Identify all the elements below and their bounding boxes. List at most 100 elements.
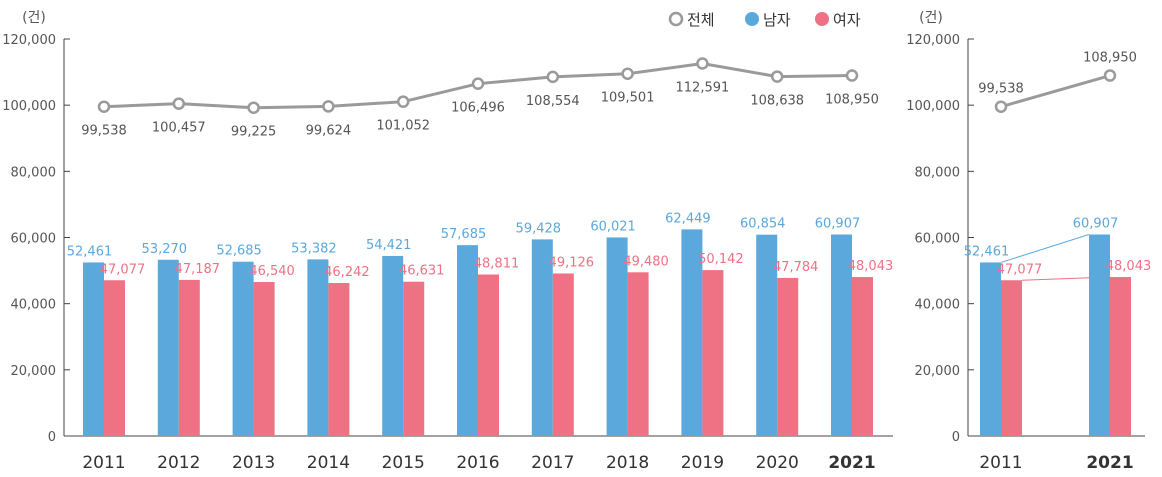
total-point [97,100,111,113]
total-point [1103,69,1117,82]
male-bar [83,262,104,436]
female-value-label: 46,242 [324,265,370,280]
y-tick-label: 100,000 [906,99,960,114]
female-bar [403,281,425,436]
x-category-label: 2012 [157,453,200,473]
total-value-label: 108,950 [1083,51,1137,66]
female-value-label: 50,142 [698,252,744,267]
total-value-label: 108,554 [526,94,580,109]
main-chart: (건) 0 20,000 40,000 60,000 80,000 100,000 120,0… [2,10,893,473]
female-bar [1001,280,1022,436]
male-value-label: 52,461 [964,244,1010,259]
male-value-label: 52,461 [67,244,113,259]
female-bar [104,280,125,436]
total-value-label: 100,457 [152,121,206,136]
total-point [471,77,485,90]
legend-total-icon [668,11,684,27]
total-point [696,57,709,70]
female-value-label: 49,480 [623,254,669,269]
male-value-label: 60,021 [590,219,636,234]
y-tick-label: 100,000 [2,99,56,114]
male-value-label: 53,382 [291,241,337,256]
x-category-label: 2015 [382,453,425,473]
unit-label: (건) [919,10,943,26]
y-tick-label: 40,000 [11,298,57,313]
female-bar [777,277,799,436]
x-category-label: 2020 [756,453,799,473]
female-value-label: 47,077 [997,262,1043,277]
total-value-label: 99,538 [978,82,1024,97]
unit-label: (건) [22,10,46,26]
y-tick-label: 60,000 [915,232,961,247]
x-category-label: 2014 [307,453,350,473]
male-bar [980,262,1001,436]
x-category-label: 2016 [456,453,499,473]
y-tick-label: 20,000 [11,364,57,379]
female-value-label: 49,126 [549,255,595,270]
male-bar [382,255,404,436]
legend-male-label: 남자 [763,11,791,29]
total-value-label: 109,501 [601,91,655,106]
male-value-label: 60,907 [1073,216,1119,231]
male-bar [1089,234,1110,436]
female-bar [328,283,350,436]
total-point [247,101,260,114]
total-value-label: 99,624 [306,123,352,138]
total-value-label: 108,638 [750,94,804,109]
female-value-label: 48,043 [1106,259,1152,274]
legend-total-label: 전체 [687,11,715,29]
x-category-label: 2011 [82,453,125,473]
legend-male-icon [745,12,759,26]
male-bar [531,239,553,436]
male-bar [457,245,478,436]
total-value-label: 108,950 [825,93,879,108]
male-bar [307,259,329,436]
x-category-label: 2013 [232,453,275,473]
male-value-label: 52,685 [216,244,262,259]
female-bar [178,279,200,436]
y-tick-label: 80,000 [11,165,57,180]
total-point [621,67,634,80]
female-value-label: 48,811 [474,257,520,272]
y-tick-label: 120,000 [2,33,56,48]
comparison-chart: (건) 0 20,000 40,000 60,000 80,000 100,000 120,0… [906,10,1151,473]
total-line [1000,74,1111,109]
male-value-label: 59,428 [516,221,562,236]
x-category-label: 2017 [531,453,574,473]
y-tick-label: 20,000 [915,364,961,379]
female-value-label: 48,043 [848,259,894,274]
male-value-label: 53,270 [142,242,188,257]
female-bar [702,270,724,436]
total-value-label: 106,496 [451,101,505,116]
male-connector-line [1000,234,1090,263]
female-bar [552,273,574,436]
male-value-label: 57,685 [441,227,487,242]
male-bar [831,234,852,436]
total-point [845,69,859,82]
total-value-label: 99,538 [81,124,127,139]
male-value-label: 60,907 [815,216,861,231]
total-point [396,95,410,108]
female-value-label: 46,540 [249,264,295,279]
male-bar [681,229,703,436]
y-tick-label: 0 [48,430,56,445]
total-point [172,97,186,110]
male-bar [606,237,628,436]
female-value-label: 47,784 [773,260,819,275]
total-value-label: 99,225 [231,125,277,140]
y-tick-label: 120,000 [906,33,960,48]
y-tick-label: 60,000 [11,232,57,247]
male-bar [232,261,254,436]
female-value-label: 46,631 [399,264,445,279]
female-bar [627,272,649,436]
female-bar [1110,277,1131,436]
total-value-label: 112,591 [676,81,730,96]
total-point [322,100,335,113]
legend: 전체 남자 여자 [668,11,861,29]
total-point [546,70,560,84]
male-bar [157,259,179,436]
y-tick-label: 80,000 [915,165,961,180]
male-bar [756,234,778,436]
female-bar [478,274,499,436]
